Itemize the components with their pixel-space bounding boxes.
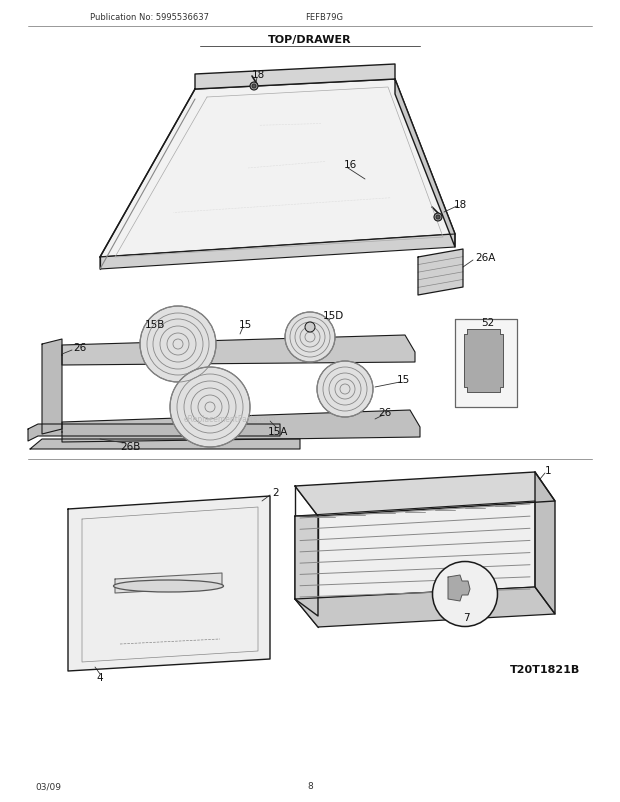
Polygon shape [30,439,300,449]
Polygon shape [100,80,455,257]
Text: 52: 52 [480,318,494,327]
Polygon shape [100,235,455,269]
Text: 7: 7 [463,612,469,622]
Text: 18: 18 [251,70,265,80]
Text: T20T1821B: T20T1821B [510,664,580,674]
Text: FEFB79G: FEFB79G [305,14,343,22]
Text: Publication No: 5995536637: Publication No: 5995536637 [90,14,209,22]
Text: 18: 18 [453,200,467,210]
Circle shape [140,306,216,383]
Ellipse shape [113,581,223,592]
Polygon shape [42,339,62,435]
Polygon shape [395,80,455,248]
Text: 15A: 15A [268,427,288,436]
Circle shape [436,216,440,220]
Polygon shape [68,496,270,671]
Circle shape [317,362,373,418]
Circle shape [170,367,250,448]
Text: 16: 16 [343,160,356,170]
Polygon shape [464,330,503,392]
Text: 8: 8 [307,781,313,791]
Text: 03/09: 03/09 [35,781,61,791]
Text: 26: 26 [378,407,392,418]
Polygon shape [195,65,395,90]
Polygon shape [295,587,555,627]
Polygon shape [62,411,420,443]
Polygon shape [418,249,463,296]
Polygon shape [295,516,318,616]
Text: 4: 4 [97,672,104,683]
Text: 15: 15 [396,375,410,384]
Circle shape [434,214,442,221]
Text: 15B: 15B [145,320,165,330]
Circle shape [252,85,256,89]
Polygon shape [448,575,470,602]
Text: 2: 2 [272,488,278,497]
Polygon shape [455,320,517,407]
Polygon shape [295,501,535,599]
Circle shape [305,322,315,333]
Ellipse shape [433,561,497,626]
Text: 15: 15 [238,320,252,330]
Text: TOP/DRAWER: TOP/DRAWER [268,35,352,45]
Circle shape [285,313,335,363]
Text: 26B: 26B [120,441,140,452]
Polygon shape [295,472,555,516]
Polygon shape [535,472,555,614]
Text: 26A: 26A [475,253,495,263]
Polygon shape [115,573,222,593]
Circle shape [250,83,258,91]
Polygon shape [28,424,280,441]
Text: 1: 1 [545,465,551,476]
Text: eReplacementParts.com: eReplacementParts.com [184,415,277,424]
Text: 15D: 15D [322,310,343,321]
Polygon shape [62,335,415,366]
Text: 26: 26 [73,342,86,353]
